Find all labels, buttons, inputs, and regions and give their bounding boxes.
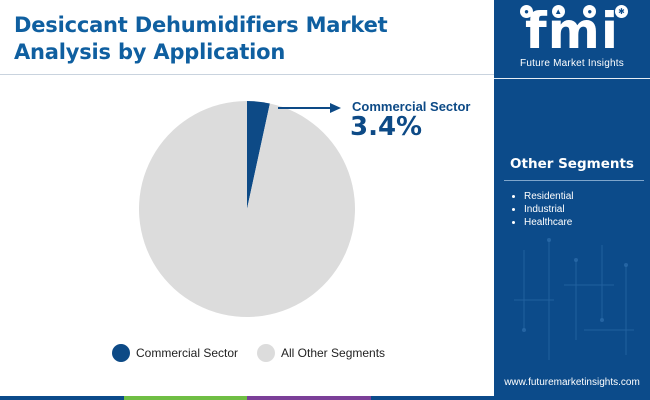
segment-label: Healthcare: [524, 217, 573, 228]
sidebar-panel: ● ▲ ● ✱ fmi Future Market Insights Other…: [494, 0, 650, 400]
segments-divider: [504, 180, 644, 181]
legend-swatch: [112, 344, 130, 362]
legend-swatch: [257, 344, 275, 362]
chart-title: Desiccant Dehumidifiers Market Analysis …: [14, 13, 388, 64]
callout-value: 3.4%: [350, 112, 423, 142]
legend-item-all-other-segments: All Other Segments: [257, 344, 385, 362]
bottom-bar-segment: [123, 396, 247, 400]
pie-slice-all-other-segments: [139, 101, 356, 317]
callout-arrow-head: [330, 103, 341, 113]
globe-icon: ●: [520, 5, 533, 18]
logo-divider: [494, 78, 650, 79]
legend-label: All Other Segments: [281, 346, 386, 360]
person-icon: ●: [583, 5, 597, 18]
bottom-bar-segment: [0, 396, 124, 400]
bottom-color-bar: [0, 396, 494, 400]
website-url[interactable]: www.futuremarketinsights.com: [504, 377, 640, 388]
logo-wordmark: fmi: [525, 2, 619, 60]
segment-item-industrial: Industrial: [512, 203, 573, 216]
legend-label: Commercial Sector: [136, 346, 239, 360]
pie-chart: [139, 101, 356, 317]
bullet-icon: [512, 208, 515, 211]
other-segments-list: Residential Industrial Healthcare: [512, 190, 573, 229]
bullet-icon: [512, 221, 515, 224]
gear-icon: ✱: [614, 5, 628, 18]
pie-slice-commercial-sector: [247, 101, 270, 209]
callout-label: Commercial Sector: [352, 99, 471, 114]
other-segments-title: Other Segments: [510, 156, 634, 172]
segment-label: Residential: [524, 191, 574, 202]
bullet-icon: [512, 195, 515, 198]
decorative-circuit-lines: [514, 238, 634, 360]
logo-icon-row: ● ▲ ● ✱: [520, 5, 628, 19]
legend-item-commercial-sector: Commercial Sector: [112, 344, 238, 362]
segment-item-healthcare: Healthcare: [512, 216, 573, 229]
logo-subtitle: Future Market Insights: [520, 58, 624, 69]
brand-logo: ● ▲ ● ✱ fmi Future Market Insights: [494, 0, 650, 78]
segment-label: Industrial: [524, 204, 565, 215]
segment-item-residential: Residential: [512, 190, 573, 203]
bottom-bar-segment: [247, 396, 371, 400]
title-divider: [0, 74, 494, 75]
bottom-bar-segment: [370, 396, 494, 400]
chart-icon: ▲: [551, 5, 565, 18]
